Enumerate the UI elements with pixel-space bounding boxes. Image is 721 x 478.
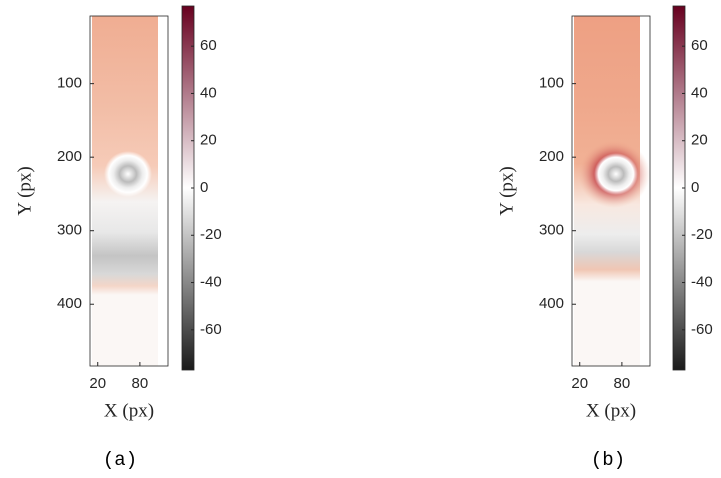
caption: (a) <box>103 449 137 471</box>
y-tick-label: 200 <box>539 148 564 165</box>
axes-box <box>571 15 651 367</box>
y-tick-label: 300 <box>57 222 82 239</box>
colorbar-tick-label: 60 <box>691 37 708 54</box>
x-tick-label: 80 <box>132 375 149 392</box>
field-a <box>92 16 158 366</box>
colorbar-tick-label: -40 <box>200 274 222 291</box>
axes-box <box>89 15 169 367</box>
colorbar-tick-label: 60 <box>200 37 217 54</box>
y-tick-label: 400 <box>57 295 82 312</box>
colorbar-tick-label: -60 <box>200 321 222 338</box>
x-axis-label: X (px) <box>586 400 636 421</box>
y-tick-label: 200 <box>57 148 82 165</box>
colorbar-tick-label: 0 <box>200 179 208 196</box>
colorbar-tick-label: 0 <box>691 179 699 196</box>
x-tick-label: 20 <box>571 375 588 392</box>
x-axis-label: X (px) <box>104 400 154 421</box>
colorbar-tick-label: -20 <box>200 226 222 243</box>
colorbar-tick-label: -60 <box>691 321 713 338</box>
caption: (b) <box>591 449 625 471</box>
x-tick-label: 20 <box>89 375 106 392</box>
x-tick-label: 80 <box>614 375 631 392</box>
y-axis-label: Y (px) <box>496 166 517 215</box>
colorbar-tick-label: 20 <box>691 132 708 149</box>
colorbar-tick-label: 20 <box>200 132 217 149</box>
y-axis-label: Y (px) <box>14 166 35 215</box>
field-b <box>574 16 650 366</box>
colorbar-tick-label: 40 <box>200 84 217 101</box>
colorbar-tick-label: 40 <box>691 84 708 101</box>
y-tick-label: 400 <box>539 295 564 312</box>
colorbar-tick-label: -40 <box>691 274 713 291</box>
colorbar-tick-label: -20 <box>691 226 713 243</box>
y-tick-label: 100 <box>539 75 564 92</box>
y-tick-label: 100 <box>57 75 82 92</box>
y-tick-label: 300 <box>539 222 564 239</box>
